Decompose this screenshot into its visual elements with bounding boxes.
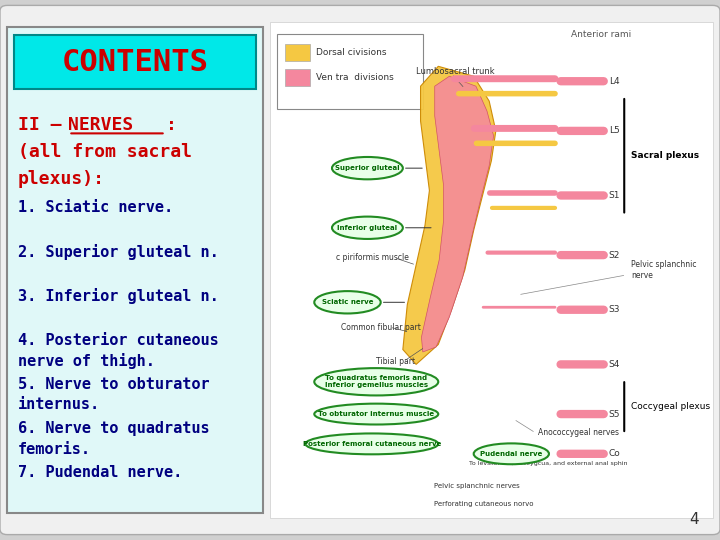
Text: 4: 4 xyxy=(689,511,698,526)
Ellipse shape xyxy=(314,403,438,424)
Text: femoris.: femoris. xyxy=(18,442,91,457)
Text: Ven tra  divisions: Ven tra divisions xyxy=(317,73,395,82)
Text: S2: S2 xyxy=(608,251,620,260)
Text: 5. Nerve to obturator: 5. Nerve to obturator xyxy=(18,377,210,392)
Text: internus.: internus. xyxy=(18,397,100,413)
Polygon shape xyxy=(421,76,494,352)
Ellipse shape xyxy=(332,157,403,179)
FancyBboxPatch shape xyxy=(0,5,720,535)
Text: Co: Co xyxy=(608,449,620,458)
FancyBboxPatch shape xyxy=(286,44,310,62)
FancyBboxPatch shape xyxy=(270,22,713,518)
Text: 7. Pudendal nerve.: 7. Pudendal nerve. xyxy=(18,465,182,481)
FancyBboxPatch shape xyxy=(14,35,256,89)
Text: plexus):: plexus): xyxy=(18,170,105,188)
Text: Superior gluteal: Superior gluteal xyxy=(335,165,400,171)
Text: 6. Nerve to quadratus: 6. Nerve to quadratus xyxy=(18,421,210,436)
FancyBboxPatch shape xyxy=(286,69,310,86)
Polygon shape xyxy=(403,66,496,365)
Text: Pudendal nerve: Pudendal nerve xyxy=(480,451,542,457)
Text: (all from sacral: (all from sacral xyxy=(18,143,192,161)
Text: To obturator internus muscle: To obturator internus muscle xyxy=(318,411,434,417)
Text: 1. Sciatic nerve.: 1. Sciatic nerve. xyxy=(18,200,173,215)
Text: c piriformis muscle: c piriformis muscle xyxy=(336,253,409,262)
Text: S3: S3 xyxy=(608,305,620,314)
Text: Anococcygeal nerves: Anococcygeal nerves xyxy=(538,428,619,437)
Ellipse shape xyxy=(332,217,403,239)
Text: Common fibular part: Common fibular part xyxy=(341,322,420,332)
Text: Coccygeal plexus: Coccygeal plexus xyxy=(631,402,710,411)
Text: Posterior femoral cutaneous nerve: Posterior femoral cutaneous nerve xyxy=(302,441,441,447)
Text: II –: II – xyxy=(18,116,73,134)
Text: Lumbosacral trunk: Lumbosacral trunk xyxy=(416,67,495,76)
Text: Pelvic splanchnic
nerve: Pelvic splanchnic nerve xyxy=(631,260,696,280)
Text: S5: S5 xyxy=(608,409,620,418)
Text: Sciatic nerve: Sciatic nerve xyxy=(322,299,373,305)
Text: CONTENTS: CONTENTS xyxy=(61,48,209,77)
Text: Tibial part: Tibial part xyxy=(377,357,415,367)
FancyBboxPatch shape xyxy=(7,27,263,513)
Text: Sacral plexus: Sacral plexus xyxy=(631,151,699,160)
Text: Anterior rami: Anterior rami xyxy=(571,30,631,38)
Ellipse shape xyxy=(305,434,438,454)
Text: To levator ani, coccygcua, and external anal sphin: To levator ani, coccygcua, and external … xyxy=(469,461,628,466)
Text: Perforating cutaneous norvo: Perforating cutaneous norvo xyxy=(434,502,534,508)
Ellipse shape xyxy=(314,368,438,395)
Text: Dorsal civisions: Dorsal civisions xyxy=(317,49,387,57)
Text: L4: L4 xyxy=(609,77,620,86)
Ellipse shape xyxy=(315,291,381,313)
Text: :: : xyxy=(166,116,176,134)
Text: 4. Posterior cutaneous: 4. Posterior cutaneous xyxy=(18,333,219,348)
Text: S1: S1 xyxy=(608,191,620,200)
Text: NERVES: NERVES xyxy=(68,116,134,134)
Text: Pelvic splanchnic nerves: Pelvic splanchnic nerves xyxy=(434,483,520,489)
Ellipse shape xyxy=(474,443,549,464)
Text: S4: S4 xyxy=(608,360,620,369)
Text: Inferior gluteal: Inferior gluteal xyxy=(338,225,397,231)
FancyBboxPatch shape xyxy=(276,34,423,109)
Text: 2. Superior gluteal n.: 2. Superior gluteal n. xyxy=(18,244,219,260)
Text: nerve of thigh.: nerve of thigh. xyxy=(18,353,155,369)
Text: To quadratus femoris and
Inferior gemellus muscles: To quadratus femoris and Inferior gemell… xyxy=(325,375,428,388)
Text: 3. Inferior gluteal n.: 3. Inferior gluteal n. xyxy=(18,288,219,305)
Text: L5: L5 xyxy=(609,126,620,136)
